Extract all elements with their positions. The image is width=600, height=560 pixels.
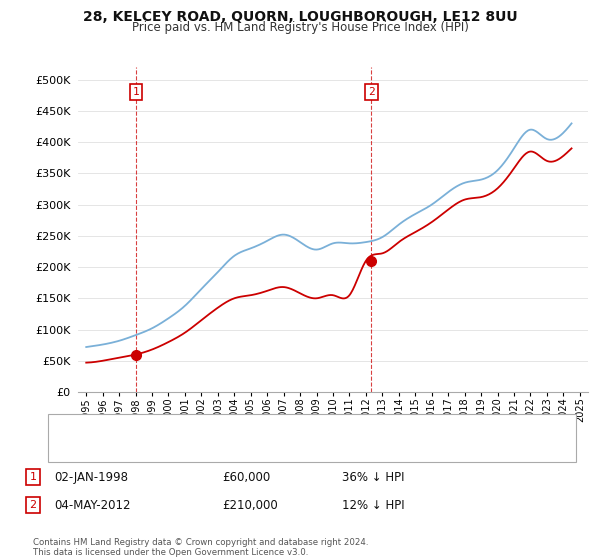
Text: £60,000: £60,000 (222, 470, 270, 484)
Text: 1: 1 (29, 472, 37, 482)
Text: Contains HM Land Registry data © Crown copyright and database right 2024.
This d: Contains HM Land Registry data © Crown c… (33, 538, 368, 557)
Text: 12% ↓ HPI: 12% ↓ HPI (342, 498, 404, 512)
Text: 28, KELCEY ROAD, QUORN, LOUGHBOROUGH, LE12 8UU (detached house): 28, KELCEY ROAD, QUORN, LOUGHBOROUGH, LE… (93, 423, 481, 433)
Text: 36% ↓ HPI: 36% ↓ HPI (342, 470, 404, 484)
Text: 1: 1 (133, 87, 139, 97)
Text: Price paid vs. HM Land Registry's House Price Index (HPI): Price paid vs. HM Land Registry's House … (131, 21, 469, 34)
Text: HPI: Average price, detached house, Charnwood: HPI: Average price, detached house, Char… (93, 445, 345, 455)
Text: 02-JAN-1998: 02-JAN-1998 (54, 470, 128, 484)
Text: ——: —— (60, 444, 85, 456)
Text: 28, KELCEY ROAD, QUORN, LOUGHBOROUGH, LE12 8UU: 28, KELCEY ROAD, QUORN, LOUGHBOROUGH, LE… (83, 10, 517, 24)
Text: 2: 2 (368, 87, 375, 97)
Text: £210,000: £210,000 (222, 498, 278, 512)
Text: 2: 2 (29, 500, 37, 510)
Text: ——: —— (60, 421, 85, 434)
Text: 04-MAY-2012: 04-MAY-2012 (54, 498, 131, 512)
